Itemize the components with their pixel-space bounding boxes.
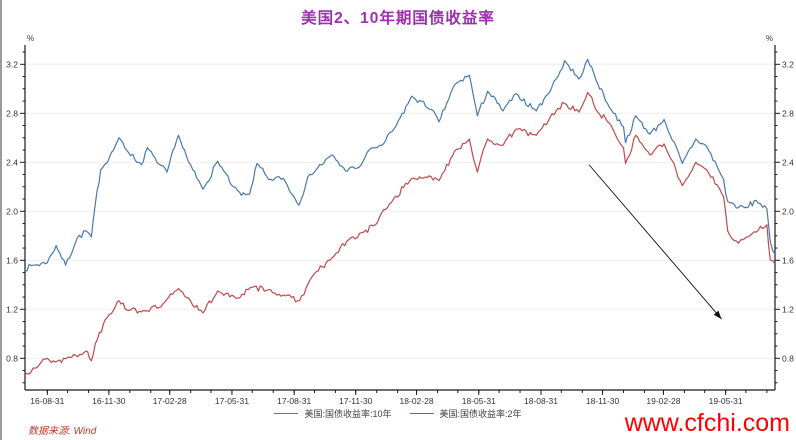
svg-text:2.0: 2.0 bbox=[6, 206, 18, 216]
svg-text:18-02-28: 18-02-28 bbox=[400, 396, 434, 406]
svg-text:2.4: 2.4 bbox=[6, 157, 18, 167]
chart-title: 美国2、10年期国债收益率 bbox=[301, 10, 495, 27]
svg-text:17-08-31: 17-08-31 bbox=[277, 396, 311, 406]
svg-text:2.4: 2.4 bbox=[782, 157, 794, 167]
watermark-url: www.cfchi.com bbox=[624, 409, 790, 437]
svg-text:2.8: 2.8 bbox=[782, 108, 794, 118]
svg-text:%: % bbox=[766, 34, 773, 43]
legend-item-2y: 美国:国债收益率:2年 bbox=[409, 407, 522, 420]
svg-text:1.2: 1.2 bbox=[6, 304, 18, 314]
svg-text:1.6: 1.6 bbox=[782, 255, 794, 265]
svg-text:18-05-31: 18-05-31 bbox=[462, 396, 496, 406]
svg-text:1.2: 1.2 bbox=[782, 304, 794, 314]
svg-text:18-08-31: 18-08-31 bbox=[524, 396, 558, 406]
svg-text:18-11-30: 18-11-30 bbox=[586, 396, 620, 406]
svg-text:3.2: 3.2 bbox=[6, 59, 18, 69]
svg-text:17-11-30: 17-11-30 bbox=[339, 396, 373, 406]
svg-text:19-05-31: 19-05-31 bbox=[709, 396, 743, 406]
svg-text:1.6: 1.6 bbox=[6, 255, 18, 265]
svg-text:0.8: 0.8 bbox=[6, 353, 18, 363]
svg-text:2.8: 2.8 bbox=[6, 108, 18, 118]
svg-text:3.2: 3.2 bbox=[782, 59, 794, 69]
svg-text:2.0: 2.0 bbox=[782, 206, 794, 216]
svg-text:16-11-30: 16-11-30 bbox=[92, 396, 126, 406]
svg-text:%: % bbox=[27, 34, 34, 43]
legend-item-10y: 美国:国债收益率:10年 bbox=[274, 407, 392, 420]
chart-legend: 美国:国债收益率:10年 美国:国债收益率:2年 bbox=[0, 407, 796, 420]
svg-text:16-08-31: 16-08-31 bbox=[30, 396, 64, 406]
legend-line-swatch-10y bbox=[274, 413, 299, 414]
svg-text:0.8: 0.8 bbox=[782, 353, 794, 363]
svg-text:17-02-28: 17-02-28 bbox=[153, 396, 187, 406]
left-edge-border bbox=[0, 0, 2, 440]
svg-text:17-05-31: 17-05-31 bbox=[215, 396, 249, 406]
data-source-note: 数据来源: Wind bbox=[28, 426, 97, 437]
legend-label-2y: 美国:国债收益率:2年 bbox=[439, 409, 522, 419]
svg-text:19-02-28: 19-02-28 bbox=[646, 396, 680, 406]
legend-line-swatch-2y bbox=[409, 413, 434, 414]
legend-label-10y: 美国:国债收益率:10年 bbox=[304, 409, 392, 419]
